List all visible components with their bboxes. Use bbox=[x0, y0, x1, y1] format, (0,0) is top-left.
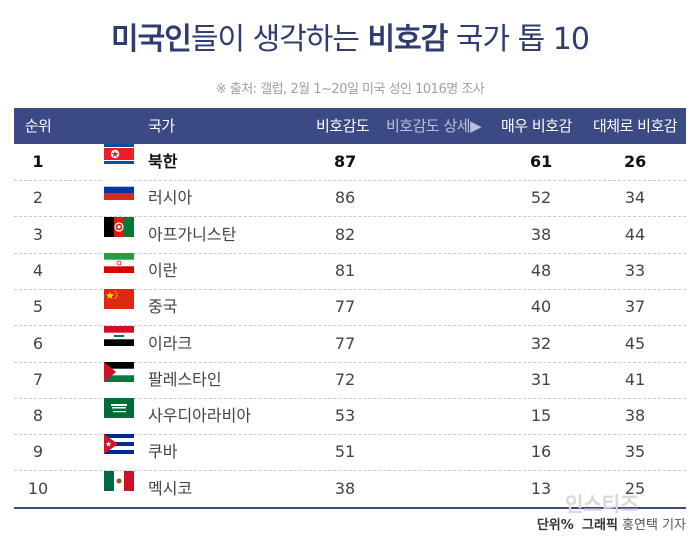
author-label: 홍연택 기자 bbox=[622, 518, 686, 533]
rank-cell: 4 bbox=[32, 260, 44, 280]
table-row: 1 북한 87 61 26 bbox=[14, 144, 686, 181]
unfavorable-cell: 86 bbox=[334, 188, 356, 208]
very-unfavorable-cell: 16 bbox=[530, 442, 552, 462]
iran-flag-icon bbox=[104, 252, 134, 273]
mostly-unfavorable-cell: 38 bbox=[624, 406, 646, 426]
unfavorable-cell: 51 bbox=[334, 442, 356, 462]
mostly-unfavorable-cell: 25 bbox=[624, 478, 646, 498]
cuba-flag-icon bbox=[104, 434, 134, 455]
unfavorable-cell: 38 bbox=[334, 478, 356, 498]
very-unfavorable-cell: 38 bbox=[530, 224, 552, 244]
unit-label: 단위% bbox=[536, 518, 574, 533]
rank-cell: 1 bbox=[32, 152, 44, 171]
country-cell: 이란 bbox=[148, 260, 178, 280]
mostly-unfavorable-cell: 44 bbox=[624, 224, 646, 244]
rank-cell: 9 bbox=[32, 442, 44, 462]
mostly-unfavorable-cell: 35 bbox=[624, 442, 646, 462]
table-row: 5 중국 77 40 37 bbox=[14, 289, 686, 327]
north-korea-flag-icon bbox=[104, 144, 134, 164]
table-row: 4 이란 81 48 33 bbox=[14, 252, 686, 290]
russia-flag-icon bbox=[104, 180, 134, 201]
country-cell: 중국 bbox=[148, 297, 178, 317]
country-cell: 아프가니스탄 bbox=[148, 224, 237, 244]
table-header: 순위 국가 비호감도 비호감도 상세▶ 매우 비호감 대체로 비호감 bbox=[14, 108, 686, 144]
header-unfavorable: 비호감도 bbox=[316, 117, 370, 135]
unfavorable-cell: 87 bbox=[334, 152, 357, 171]
rank-cell: 10 bbox=[27, 478, 49, 498]
unfavorable-cell: 77 bbox=[334, 297, 356, 317]
very-unfavorable-cell: 31 bbox=[530, 369, 552, 389]
mostly-unfavorable-cell: 26 bbox=[624, 152, 647, 171]
saudi-arabia-flag-icon bbox=[104, 398, 134, 419]
header-detail: 비호감도 상세▶ bbox=[386, 117, 482, 135]
palestine-flag-icon bbox=[104, 361, 134, 382]
very-unfavorable-cell: 40 bbox=[530, 297, 552, 317]
afghanistan-flag-icon bbox=[104, 216, 134, 237]
unfavorable-cell: 53 bbox=[334, 406, 356, 426]
very-unfavorable-cell: 13 bbox=[530, 478, 552, 498]
table-row: 6 이라크 77 32 45 bbox=[14, 325, 686, 363]
very-unfavorable-cell: 61 bbox=[530, 152, 553, 171]
very-unfavorable-cell: 15 bbox=[530, 406, 552, 426]
header-very: 매우 비호감 bbox=[501, 117, 572, 135]
header-mostly: 대체로 비호감 bbox=[593, 117, 678, 135]
rank-cell: 5 bbox=[32, 297, 44, 317]
rank-cell: 7 bbox=[32, 369, 44, 389]
country-cell: 이라크 bbox=[148, 333, 193, 353]
very-unfavorable-cell: 52 bbox=[530, 188, 552, 208]
header-rank: 순위 bbox=[24, 117, 52, 135]
table-row: 3 아프가니스탄 82 38 44 bbox=[14, 216, 686, 254]
rank-cell: 8 bbox=[32, 406, 44, 426]
iraq-flag-icon bbox=[104, 325, 134, 346]
title-part4: 국가 톱 10 bbox=[447, 22, 590, 57]
rank-cell: 2 bbox=[32, 188, 44, 208]
unfavorable-cell: 82 bbox=[334, 224, 356, 244]
mostly-unfavorable-cell: 34 bbox=[624, 188, 646, 208]
table-row: 2 러시아 86 52 34 bbox=[14, 180, 686, 218]
country-cell: 팔레스타인 bbox=[148, 369, 222, 389]
mexico-flag-icon bbox=[104, 470, 134, 491]
chart-title: 미국인들이 생각하는 비호감 국가 톱 10 bbox=[0, 14, 700, 58]
unfavorable-cell: 72 bbox=[334, 369, 356, 389]
country-cell: 사우디아라비아 bbox=[148, 406, 252, 426]
table-row: 7 팔레스타인 72 31 41 bbox=[14, 361, 686, 399]
country-cell: 쿠바 bbox=[148, 442, 178, 462]
title-part3: 비호감 bbox=[367, 22, 449, 57]
credit-line: 단위% 그래픽 홍연택 기자 bbox=[537, 514, 686, 533]
title-part1: 미국인 bbox=[111, 22, 192, 57]
china-flag-icon bbox=[104, 289, 134, 310]
mostly-unfavorable-cell: 37 bbox=[624, 297, 646, 317]
mostly-unfavorable-cell: 41 bbox=[624, 369, 646, 389]
graphic-label: 그래픽 bbox=[582, 518, 618, 533]
table-row: 8 사우디아라비아 53 15 38 bbox=[14, 398, 686, 436]
title-part2: 들이 생각하는 bbox=[190, 22, 368, 57]
unfavorable-cell: 81 bbox=[334, 260, 356, 280]
rank-cell: 6 bbox=[32, 333, 44, 353]
source-note: ※ 출처: 갤럽, 2월 1~20일 미국 성인 1016명 조사 bbox=[215, 82, 485, 97]
country-cell: 북한 bbox=[148, 152, 178, 171]
very-unfavorable-cell: 48 bbox=[530, 260, 552, 280]
rank-cell: 3 bbox=[32, 224, 44, 244]
country-cell: 러시아 bbox=[148, 188, 193, 208]
mostly-unfavorable-cell: 33 bbox=[624, 260, 646, 280]
header-country: 국가 bbox=[148, 117, 175, 135]
very-unfavorable-cell: 32 bbox=[530, 333, 552, 353]
mostly-unfavorable-cell: 45 bbox=[624, 333, 646, 353]
watermark: 인스티즈 bbox=[565, 492, 639, 516]
country-cell: 멕시코 bbox=[148, 478, 193, 498]
unfavorable-cell: 77 bbox=[334, 333, 356, 353]
table-row: 9 쿠바 51 16 35 bbox=[14, 434, 686, 472]
table-bottom-rule bbox=[14, 507, 686, 509]
